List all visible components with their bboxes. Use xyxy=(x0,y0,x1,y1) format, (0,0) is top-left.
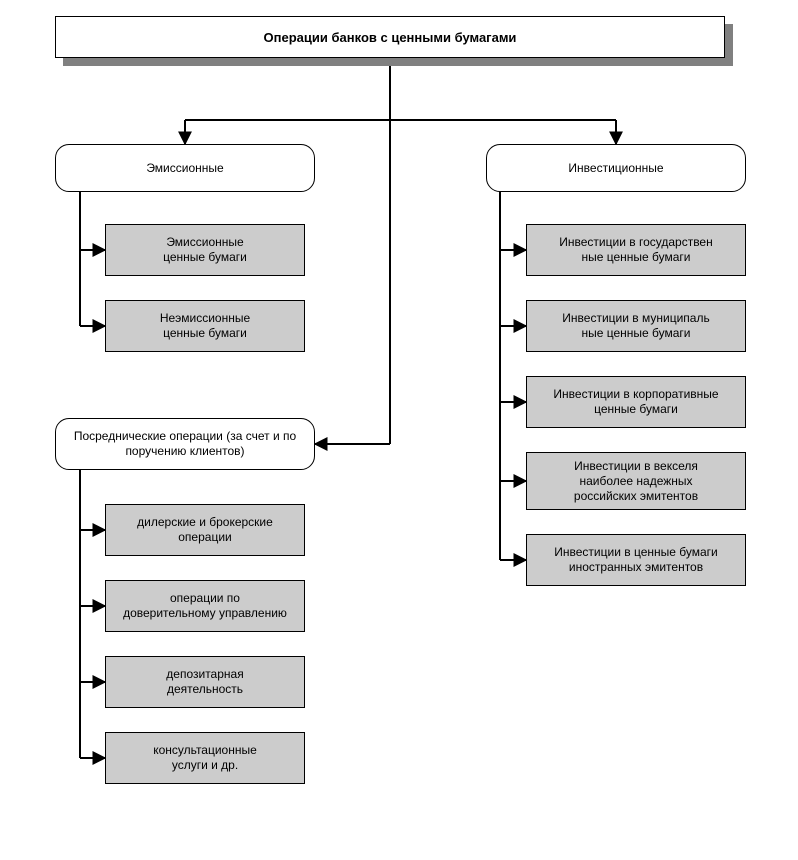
item-label: Инвестиции в векселя наиболее надежных р… xyxy=(574,459,698,504)
item-investment-1: Инвестиции в муниципаль ные ценные бумаг… xyxy=(526,300,746,352)
item-label: депозитарная деятельность xyxy=(166,667,243,697)
item-label: Эмиссионные ценные бумаги xyxy=(163,235,247,265)
category-emission-label: Эмиссионные xyxy=(146,161,223,176)
item-label: операции по доверительному управлению xyxy=(123,591,287,621)
item-label: Инвестиции в ценные бумаги иностранных э… xyxy=(554,545,717,575)
item-intermediary-3: консультационные услуги и др. xyxy=(105,732,305,784)
item-emission-1: Неэмиссионные ценные бумаги xyxy=(105,300,305,352)
item-label: Инвестиции в государствен ные ценные бум… xyxy=(559,235,712,265)
item-label: консультационные услуги и др. xyxy=(153,743,257,773)
item-label: Инвестиции в корпоративные ценные бумаги xyxy=(553,387,718,417)
item-investment-2: Инвестиции в корпоративные ценные бумаги xyxy=(526,376,746,428)
item-emission-0: Эмиссионные ценные бумаги xyxy=(105,224,305,276)
item-label: Неэмиссионные ценные бумаги xyxy=(160,311,250,341)
title-text: Операции банков с ценными бумагами xyxy=(264,30,517,45)
item-investment-3: Инвестиции в векселя наиболее надежных р… xyxy=(526,452,746,510)
category-investment: Инвестиционные xyxy=(486,144,746,192)
category-investment-label: Инвестиционные xyxy=(568,161,663,176)
category-intermediary: Посреднические операции (за счет и по по… xyxy=(55,418,315,470)
title-box: Операции банков с ценными бумагами xyxy=(55,16,725,58)
item-intermediary-0: дилерские и брокерские операции xyxy=(105,504,305,556)
item-intermediary-2: депозитарная деятельность xyxy=(105,656,305,708)
item-intermediary-1: операции по доверительному управлению xyxy=(105,580,305,632)
item-label: Инвестиции в муниципаль ные ценные бумаг… xyxy=(562,311,709,341)
item-investment-4: Инвестиции в ценные бумаги иностранных э… xyxy=(526,534,746,586)
item-label: дилерские и брокерские операции xyxy=(137,515,273,545)
flowchart-canvas: { "type": "flowchart", "canvas": { "widt… xyxy=(0,0,798,860)
item-investment-0: Инвестиции в государствен ные ценные бум… xyxy=(526,224,746,276)
category-emission: Эмиссионные xyxy=(55,144,315,192)
category-intermediary-label: Посреднические операции (за счет и по по… xyxy=(64,429,306,459)
